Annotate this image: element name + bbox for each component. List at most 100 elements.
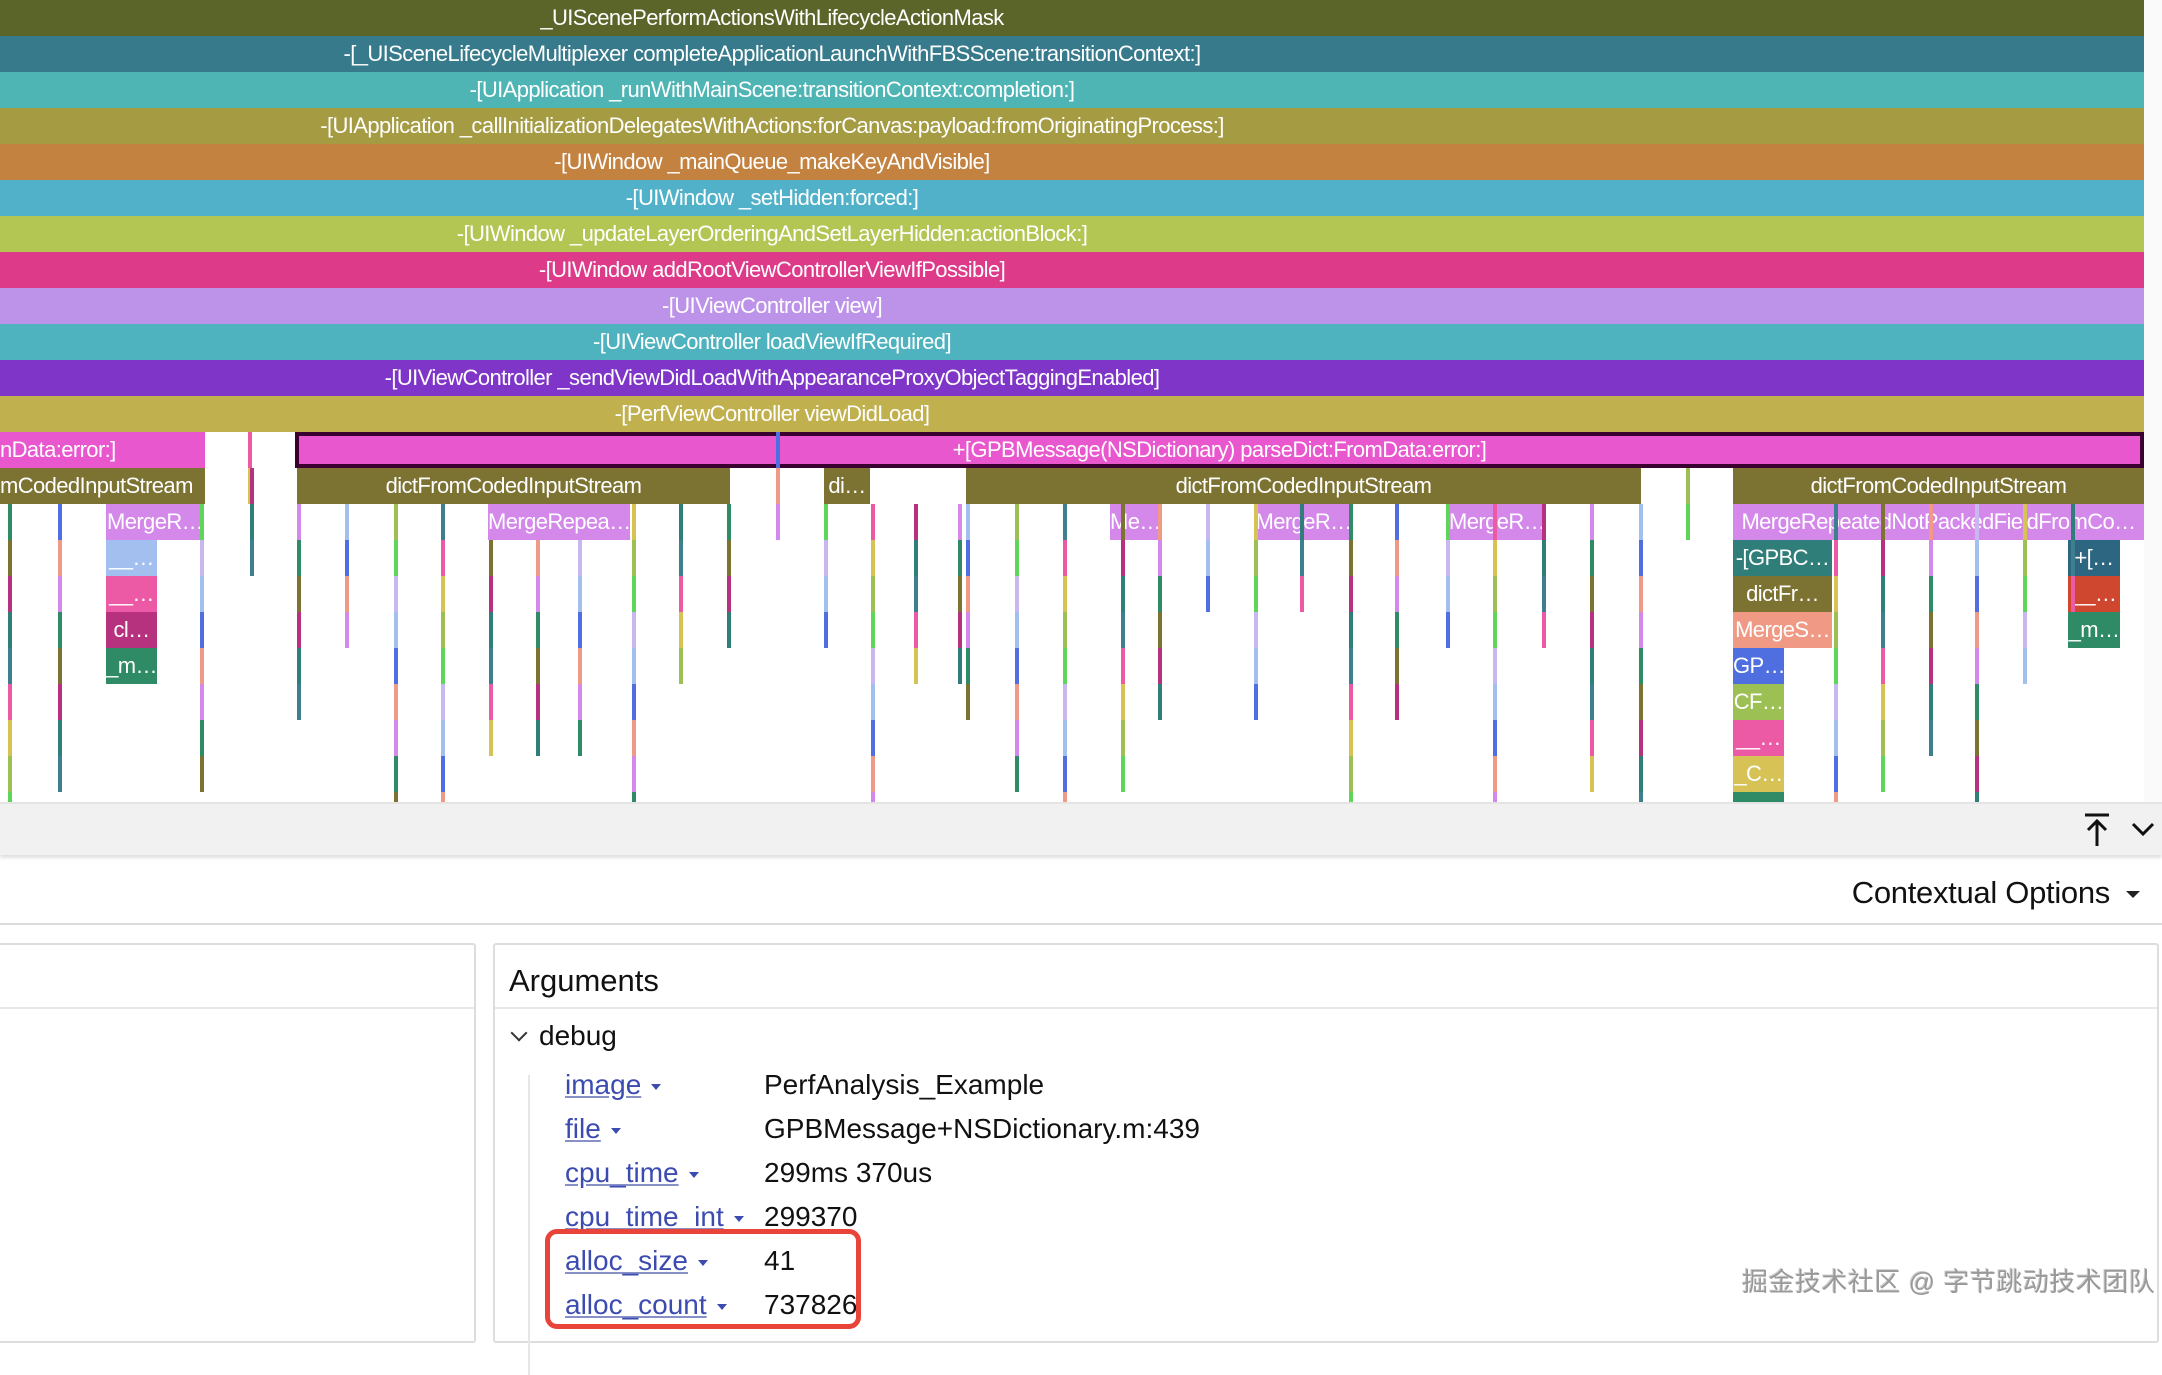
flame-slice-thin[interactable] bbox=[1834, 756, 1838, 792]
caret-down-icon[interactable] bbox=[610, 1127, 621, 1134]
flame-slice-thin[interactable] bbox=[578, 576, 582, 612]
flame-slice-thin[interactable] bbox=[536, 576, 540, 612]
flame-slice-thin[interactable] bbox=[632, 612, 636, 648]
flame-slice-thin[interactable] bbox=[914, 540, 918, 576]
flame-slice-thin[interactable] bbox=[8, 540, 12, 576]
flame-slice-thin[interactable] bbox=[824, 504, 828, 540]
flame-slice-thin[interactable] bbox=[441, 684, 445, 720]
flame-slice-thin[interactable] bbox=[1063, 756, 1067, 792]
flame-slice-thin[interactable] bbox=[394, 648, 398, 684]
flame-slice-thin[interactable] bbox=[871, 612, 875, 648]
flame-slice-thin[interactable] bbox=[536, 612, 540, 648]
flame-slice-thin[interactable] bbox=[1929, 612, 1933, 648]
flame-slice-thin[interactable] bbox=[1121, 612, 1125, 648]
flame-slice[interactable]: MergeS… bbox=[1733, 612, 1832, 648]
flame-slice-thin[interactable] bbox=[871, 504, 875, 540]
flame-slice-thin[interactable] bbox=[2023, 540, 2027, 576]
flame-slice-thin[interactable] bbox=[1395, 504, 1399, 540]
flame-slice-thin[interactable] bbox=[776, 432, 780, 468]
flame-slice-thin[interactable] bbox=[489, 540, 493, 576]
argument-key-link[interactable]: cpu_time bbox=[565, 1157, 679, 1188]
flame-slice-thin[interactable] bbox=[1349, 540, 1353, 576]
flame-slice[interactable]: -[UIWindow _mainQueue_makeKeyAndVisible] bbox=[0, 144, 2144, 180]
flame-slice-thin[interactable] bbox=[1349, 792, 1353, 802]
flame-slice-thin[interactable] bbox=[441, 612, 445, 648]
flame-slice-thin[interactable] bbox=[1542, 576, 1546, 612]
flame-slice-thin[interactable] bbox=[578, 648, 582, 684]
flame-slice-thin[interactable] bbox=[1686, 468, 1690, 504]
flame-slice-thin[interactable] bbox=[489, 576, 493, 612]
flame-slice-thin[interactable] bbox=[1063, 684, 1067, 720]
flame-slice-thin[interactable] bbox=[2023, 576, 2027, 612]
flame-slice-thin[interactable] bbox=[958, 612, 962, 648]
flame-slice-thin[interactable] bbox=[1590, 540, 1594, 576]
flame-slice-thin[interactable] bbox=[1590, 684, 1594, 720]
flame-slice-thin[interactable] bbox=[914, 504, 918, 540]
flame-slice-thin[interactable] bbox=[824, 576, 828, 612]
flame-slice[interactable]: +[… bbox=[2068, 540, 2120, 576]
flame-slice[interactable]: CF… bbox=[1733, 684, 1784, 720]
flame-slice-thin[interactable] bbox=[632, 720, 636, 756]
flame-slice-thin[interactable] bbox=[1206, 540, 1210, 576]
flame-slice[interactable]: -[UIApplication _callInitializationDeleg… bbox=[0, 108, 2144, 144]
flame-slice-thin[interactable] bbox=[1206, 576, 1210, 612]
flame-slice-thin[interactable] bbox=[441, 720, 445, 756]
flame-slice-thin[interactable] bbox=[297, 612, 301, 648]
flame-slice-thin[interactable] bbox=[679, 612, 683, 648]
flame-slice-thin[interactable] bbox=[1542, 612, 1546, 648]
flame-slice-thin[interactable] bbox=[871, 756, 875, 792]
flame-slice-thin[interactable] bbox=[1975, 648, 1979, 684]
flame-slice-thin[interactable] bbox=[441, 540, 445, 576]
flame-slice-thin[interactable] bbox=[1639, 612, 1643, 648]
flame-slice-thin[interactable] bbox=[966, 576, 970, 612]
flame-slice-thin[interactable] bbox=[871, 540, 875, 576]
argument-key-link[interactable]: alloc_count bbox=[565, 1289, 707, 1320]
flame-slice-merge[interactable]: Me… bbox=[1110, 504, 1160, 540]
argument-key-link[interactable]: image bbox=[565, 1069, 642, 1100]
flame-slice-thin[interactable] bbox=[1834, 504, 1838, 540]
flame-slice-thin[interactable] bbox=[1639, 648, 1643, 684]
flame-slice-thin[interactable] bbox=[536, 540, 540, 576]
flame-slice-thin[interactable] bbox=[394, 576, 398, 612]
flame-slice[interactable]: __… bbox=[1733, 720, 1784, 756]
flame-slice-thin[interactable] bbox=[1881, 648, 1885, 684]
flame-slice-thin[interactable] bbox=[8, 576, 12, 612]
flame-slice-thin[interactable] bbox=[1929, 576, 1933, 612]
flame-slice-thin[interactable] bbox=[345, 612, 349, 648]
flame-slice-thin[interactable] bbox=[1446, 540, 1450, 576]
flame-slice-thin[interactable] bbox=[1834, 720, 1838, 756]
flame-slice-thin[interactable] bbox=[1395, 576, 1399, 612]
flame-slice-thin[interactable] bbox=[1015, 504, 1019, 540]
flame-slice-thin[interactable] bbox=[578, 540, 582, 576]
flame-slice-thin[interactable] bbox=[958, 576, 962, 612]
flame-slice-thin[interactable] bbox=[727, 612, 731, 648]
flame-slice-thin[interactable] bbox=[200, 612, 204, 648]
flame-slice-selected[interactable]: +[GPBMessage(NSDictionary) parseDict:Fro… bbox=[295, 432, 2144, 468]
flame-slice[interactable]: cl… bbox=[106, 612, 157, 648]
flame-slice-thin[interactable] bbox=[200, 540, 204, 576]
flame-slice-merge[interactable]: MergeRepeatedNotPackedFieldFromCo… bbox=[1733, 504, 2144, 540]
flame-slice-thin[interactable] bbox=[536, 648, 540, 684]
flame-slice-thin[interactable] bbox=[200, 684, 204, 720]
flame-slice-thin[interactable] bbox=[1493, 792, 1497, 802]
flame-slice-thin[interactable] bbox=[1493, 576, 1497, 612]
flame-slice-thin[interactable] bbox=[632, 756, 636, 792]
flame-slice-thin[interactable] bbox=[58, 720, 62, 756]
flame-slice-thin[interactable] bbox=[1395, 540, 1399, 576]
flame-slice-thin[interactable] bbox=[1446, 612, 1450, 648]
flame-slice-thin[interactable] bbox=[966, 504, 970, 540]
flame-slice[interactable]: -[UIViewController loadViewIfRequired] bbox=[0, 324, 2144, 360]
flame-slice-thin[interactable] bbox=[1834, 576, 1838, 612]
flame-slice[interactable]: -[UIViewController _sendViewDidLoadWithA… bbox=[0, 360, 2144, 396]
flame-slice-thin[interactable] bbox=[1015, 720, 1019, 756]
flame-slice-thin[interactable] bbox=[8, 612, 12, 648]
flame-slice-thin[interactable] bbox=[727, 540, 731, 576]
flame-slice-thin[interactable] bbox=[1590, 648, 1594, 684]
flame-slice-thin[interactable] bbox=[58, 576, 62, 612]
flame-slice-thin[interactable] bbox=[2071, 576, 2075, 612]
debug-group-toggle[interactable]: debug bbox=[510, 1020, 617, 1052]
flame-slice-thin[interactable] bbox=[966, 540, 970, 576]
flame-slice-thin[interactable] bbox=[1254, 648, 1258, 684]
flame-slice-thin[interactable] bbox=[1590, 720, 1594, 756]
flame-slice-thin[interactable] bbox=[1121, 720, 1125, 756]
